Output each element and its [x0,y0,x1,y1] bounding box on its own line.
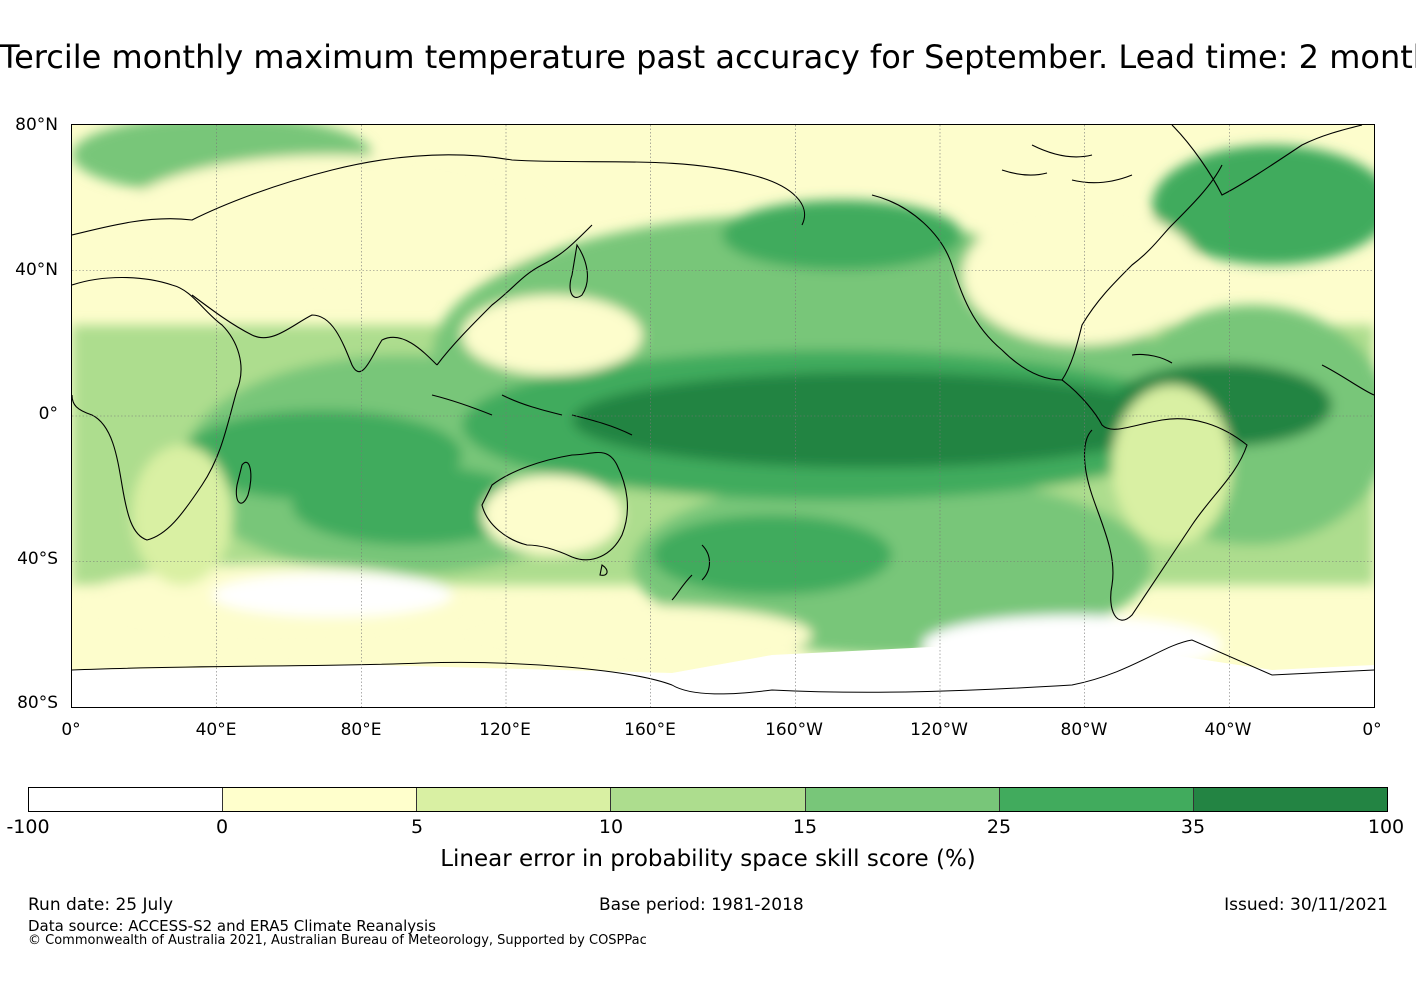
tasmania-coast [599,564,608,576]
colorbar-bin-15-25 [805,788,1000,811]
lat-label-80n: 80°N [15,115,58,135]
greenland-coast [1171,125,1363,196]
new-zealand-coast [671,544,711,601]
japan-coast [569,243,588,298]
issued-date: Issued: 30/11/2021 [1224,895,1388,915]
lon-label-160w: 160°W [765,720,823,740]
south-america-coast [1061,379,1248,621]
lon-label-120e: 120°E [479,720,531,740]
antarctica-region [72,645,1374,707]
colorbar-bin-25-35 [999,788,1194,811]
skill-score-map [71,124,1375,708]
caribbean-coast [1131,353,1173,364]
colorbar-tick-10: 10 [598,816,624,838]
south-asia-coast [191,294,438,373]
africa-coast [72,277,242,541]
map-title: Tercile monthly maximum temperature past… [0,38,1416,76]
colorbar-tick-neg100: -100 [6,816,50,838]
eurasia-north-coast [72,154,806,236]
lat-label-40n: 40°N [15,260,58,280]
madagascar-coast [235,462,252,504]
colorbar-tick-15: 15 [792,816,818,838]
lon-label-0-right: 0° [1362,720,1382,740]
arctic-islands-coast [1001,144,1133,184]
lon-label-120w: 120°W [910,720,968,740]
colorbar-bin-5-10 [417,788,612,811]
run-date: Run date: 25 July [28,895,174,915]
base-period: Base period: 1981-2018 [599,895,804,915]
lon-label-0-left: 0° [61,720,81,740]
lon-label-80w: 80°W [1060,720,1108,740]
colorbar-label: Linear error in probability space skill … [440,846,976,872]
colorbar-bin-35-100 [1193,788,1387,811]
colorbar-tick-0: 0 [215,816,229,838]
lon-label-40w: 40°W [1204,720,1252,740]
data-source: Data source: ACCESS-S2 and ERA5 Climate … [28,917,436,935]
lat-label-40s: 40°S [17,549,58,569]
colorbar-tick-100: 100 [1367,816,1405,838]
lon-label-160e: 160°E [624,720,676,740]
skill-field-smooth [72,125,1374,675]
colorbar-bin-10-15 [611,788,806,811]
lon-label-80e: 80°E [340,720,382,740]
lat-label-80s: 80°S [17,693,58,713]
colorbar-tick-5: 5 [410,816,424,838]
colorbar-tick-35: 35 [1180,816,1206,838]
antarctica-coastline [72,639,1374,695]
west-africa-coast [1321,364,1374,396]
australia-coast [481,451,628,561]
east-asia-coast [436,224,593,366]
colorbar [28,787,1388,812]
copyright: © Commonwealth of Australia 2021, Austra… [28,933,647,948]
graticule [72,125,1374,707]
lon-label-40e: 40°E [195,720,237,740]
colorbar-bin-neg100-0 [29,788,224,811]
north-america-coast [871,164,1223,381]
lat-label-equator: 0° [38,404,58,424]
colorbar-tick-25: 25 [986,816,1012,838]
colorbar-bin-0-5 [223,788,418,811]
map-canvas [72,125,1374,707]
coastlines [72,125,1374,621]
